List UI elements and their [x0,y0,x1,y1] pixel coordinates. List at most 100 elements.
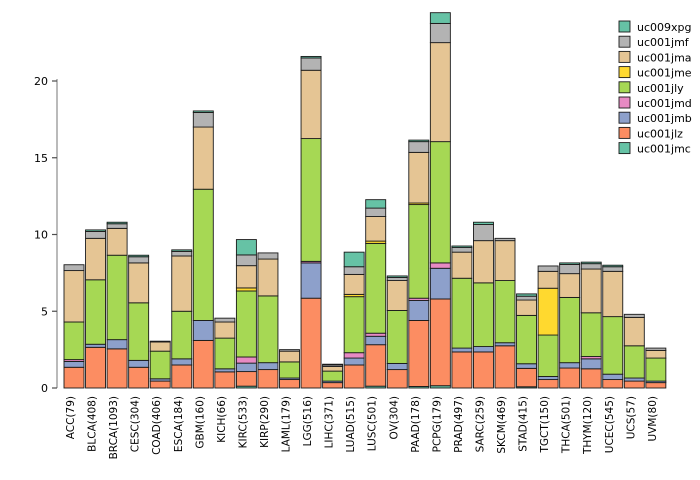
bar-segment[interactable] [171,255,193,312]
bar-segment[interactable] [63,366,85,389]
bar-segment[interactable] [279,361,300,379]
bar-segment[interactable] [214,368,236,373]
bar-luad515[interactable] [343,251,365,389]
bar-segment[interactable] [516,363,537,369]
bar-segment[interactable] [559,362,581,369]
bar-segment[interactable] [580,312,602,357]
bar-segment[interactable] [171,364,193,389]
bar-segment[interactable] [365,332,387,337]
bar-segment[interactable] [343,364,365,389]
bar-segment[interactable] [106,254,128,341]
bar-segment[interactable] [408,300,430,321]
bar-segment[interactable] [343,266,365,275]
bar-segment[interactable] [602,379,624,389]
bar-segment[interactable] [386,310,408,364]
bar-segment[interactable] [365,344,387,387]
bar-segment[interactable] [623,377,645,382]
bar-segment[interactable] [343,352,365,359]
bar-segment[interactable] [623,380,645,389]
bar-segment[interactable] [106,223,128,229]
bar-segment[interactable] [602,316,624,375]
bar-segment[interactable] [580,358,602,370]
bar-segment[interactable] [235,371,257,387]
bar-segment[interactable] [494,345,516,389]
bar-segment[interactable] [343,273,365,295]
bar-kirp290[interactable] [257,252,279,389]
bar-segment[interactable] [602,270,624,318]
bar-segment[interactable] [451,347,473,353]
bar-segment[interactable] [645,347,667,351]
bar-blca408[interactable] [85,229,107,389]
bar-gbm160[interactable] [192,110,214,389]
bar-segment[interactable] [85,229,107,232]
bar-segment[interactable] [63,264,85,272]
bar-segment[interactable] [580,268,602,314]
bar-segment[interactable] [106,221,128,225]
bar-kich66[interactable] [214,317,236,389]
bar-segment[interactable] [408,141,430,153]
bar-segment[interactable] [516,367,537,388]
bar-brca1093[interactable] [106,221,128,389]
bar-segment[interactable] [516,293,537,297]
bar-segment[interactable] [429,267,451,300]
bar-segment[interactable] [451,245,473,248]
bar-segment[interactable] [429,22,451,44]
bar-segment[interactable] [171,358,193,366]
bar-segment[interactable] [300,262,322,299]
bar-segment[interactable] [322,363,344,366]
bar-segment[interactable] [602,266,624,272]
bar-segment[interactable] [171,249,193,252]
bar-segment[interactable] [85,230,107,239]
bar-segment[interactable] [128,262,150,304]
bar-segment[interactable] [559,262,581,265]
bar-segment[interactable] [623,345,645,379]
bar-segment[interactable] [235,362,257,373]
bar-segment[interactable] [343,357,365,366]
bar-segment[interactable] [85,346,107,389]
bar-segment[interactable] [128,366,150,389]
bar-segment[interactable] [645,357,667,382]
bar-segment[interactable] [257,258,279,297]
bar-segment[interactable] [149,340,171,343]
bar-segment[interactable] [537,265,559,272]
bar-segment[interactable] [235,356,257,364]
bar-segment[interactable] [473,282,494,348]
bar-segment[interactable] [257,295,279,364]
bar-segment[interactable] [300,55,322,59]
bar-segment[interactable] [408,151,430,204]
bar-segment[interactable] [343,251,365,268]
bar-ov304[interactable] [386,275,408,389]
bar-segment[interactable] [516,299,537,316]
bar-segment[interactable] [279,350,300,363]
bar-segment[interactable] [580,368,602,389]
bar-segment[interactable] [473,351,494,389]
bar-segment[interactable] [386,275,408,278]
bar-segment[interactable] [451,277,473,349]
bar-segment[interactable] [408,204,430,299]
bar-segment[interactable] [214,317,236,323]
bar-segment[interactable] [171,250,193,257]
bar-segment[interactable] [537,287,559,336]
bar-segment[interactable] [192,339,214,389]
bar-ucec545[interactable] [602,264,624,389]
bar-segment[interactable] [429,42,451,143]
bar-segment[interactable] [257,362,279,371]
bar-segment[interactable] [214,321,236,339]
bar-coad406[interactable] [149,340,171,389]
bar-segment[interactable] [192,126,214,190]
bar-segment[interactable] [63,360,85,368]
bar-lgg516[interactable] [300,55,322,389]
bar-segment[interactable] [451,247,473,253]
bar-segment[interactable] [128,254,150,258]
bar-segment[interactable] [192,112,214,128]
bar-segment[interactable] [192,110,214,113]
bar-segment[interactable] [537,270,559,289]
bar-segment[interactable] [494,342,516,347]
bar-segment[interactable] [235,290,257,358]
bar-segment[interactable] [451,251,473,279]
bar-pcpg179[interactable] [429,12,451,389]
bar-segment[interactable] [623,313,645,318]
bar-segment[interactable] [343,296,365,354]
bar-segment[interactable] [171,310,193,360]
bar-segment[interactable] [494,280,516,344]
